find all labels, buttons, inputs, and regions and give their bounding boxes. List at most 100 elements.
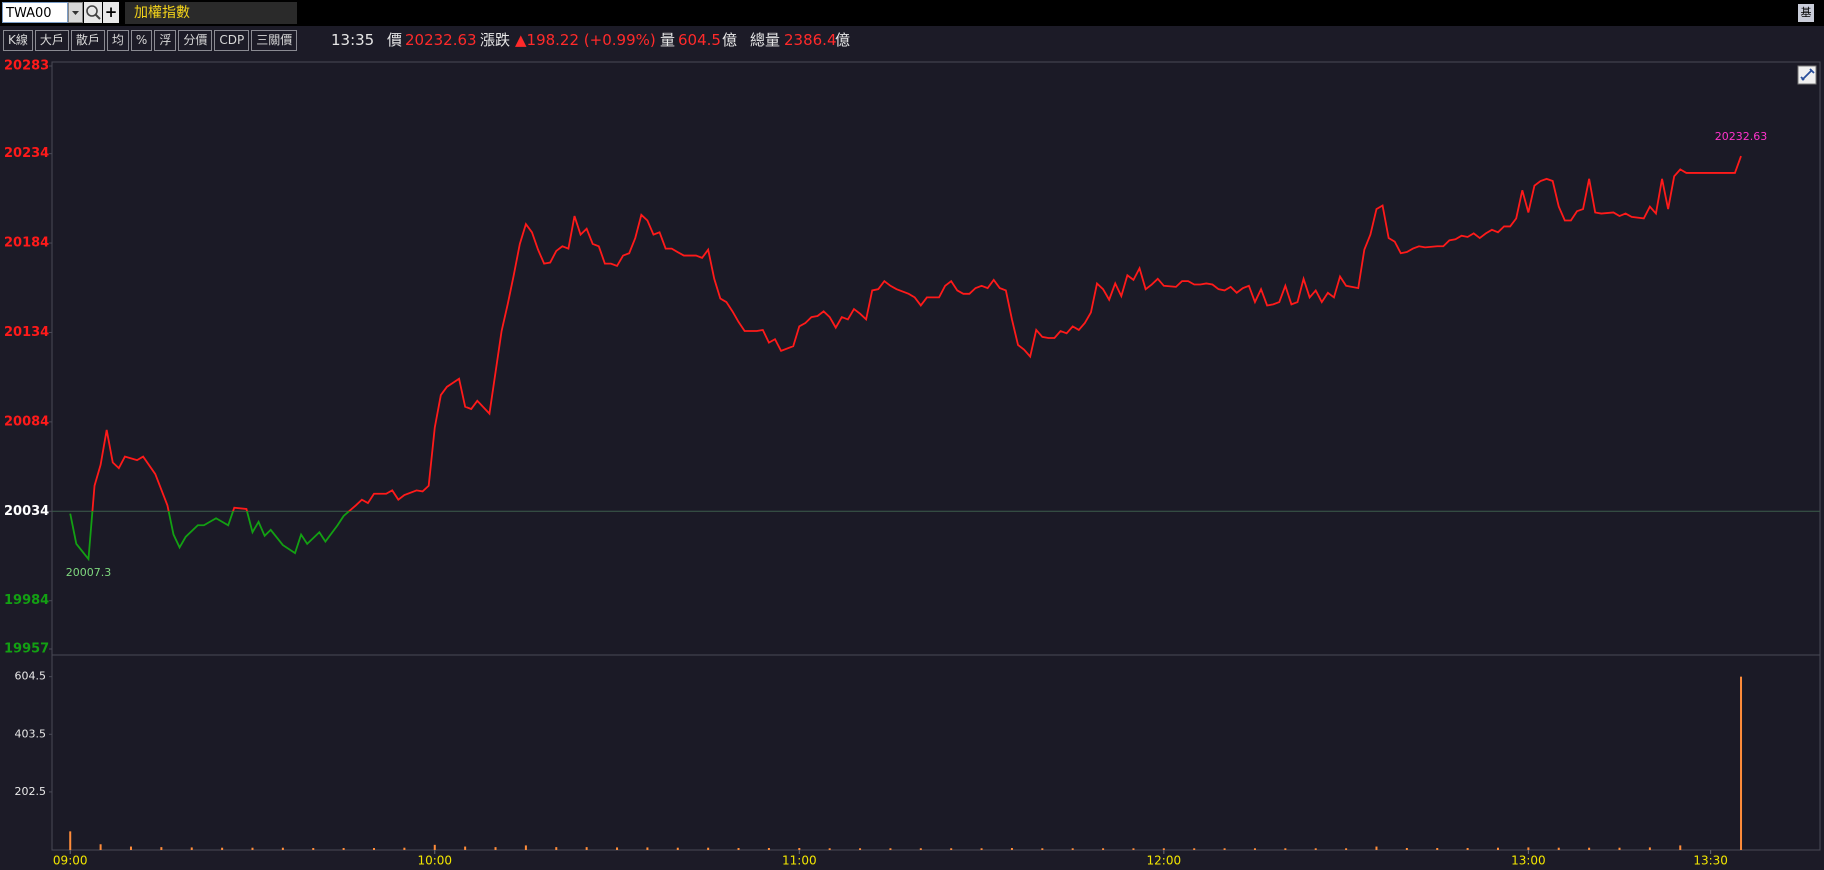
volume-bar — [1527, 847, 1530, 850]
volume-bar — [433, 844, 436, 850]
volume: 604.5 — [678, 31, 721, 49]
volume-bar — [1010, 847, 1013, 850]
volume-bar — [494, 847, 497, 850]
tool-button[interactable]: K線 — [3, 30, 33, 51]
dropdown-button[interactable] — [68, 2, 83, 23]
right-buttons: 基 — [1798, 4, 1814, 22]
y-tick-label: 202.5 — [15, 785, 47, 798]
total-unit: 億 — [835, 31, 851, 49]
volume-bar — [1071, 848, 1074, 850]
y-tick-label: 19984 — [4, 593, 49, 608]
volume-bar — [585, 847, 588, 850]
x-tick-label: 10:00 — [417, 854, 452, 868]
volume-bar — [737, 847, 740, 850]
volume-bar — [524, 845, 527, 850]
y-tick-label: 19957 — [4, 642, 49, 657]
toolbar: K線 大戶 散戶均% 浮分價 CDP 三關價 — [3, 30, 298, 51]
volume-bar — [464, 846, 467, 850]
quote-time: 13:35 — [331, 31, 375, 49]
tool-button[interactable]: 大戶 — [34, 30, 69, 51]
y-tick-label: 20134 — [4, 325, 49, 340]
volume-bar — [676, 847, 679, 850]
volume-bar — [646, 847, 649, 850]
link-icon[interactable] — [1797, 65, 1817, 85]
volume-bar — [373, 847, 376, 850]
volume-bar — [99, 844, 102, 850]
volume-bar — [1648, 847, 1651, 850]
price: 20232.63 — [405, 31, 477, 49]
price-line-down — [69, 511, 351, 562]
y-tick-label: 403.5 — [15, 727, 47, 740]
y-tick-label: 20084 — [4, 414, 49, 429]
symbol-name: 加權指數 — [125, 2, 297, 24]
volume-bar — [828, 848, 831, 850]
tool-button[interactable]: 三關價 — [251, 30, 298, 51]
volume-bar — [1557, 847, 1560, 850]
volume-bar — [342, 847, 345, 850]
last-label: 20232.63 — [1715, 130, 1768, 143]
change-label: 漲跌 — [480, 31, 511, 49]
volume-bar — [616, 847, 619, 850]
side-button[interactable]: 基 — [1798, 4, 1814, 22]
volume-bar — [1193, 848, 1196, 850]
volume-bar — [251, 847, 254, 850]
tool-button[interactable]: % — [130, 30, 153, 51]
tool-button[interactable]: 分價 — [178, 30, 213, 51]
tool-button[interactable]: 散戶 — [70, 30, 105, 51]
price-line-up — [91, 155, 1742, 512]
add-button[interactable]: + — [103, 2, 119, 23]
volume-bar — [1740, 676, 1743, 850]
volume-bar — [1618, 847, 1621, 850]
volume-bar — [1253, 848, 1256, 850]
y-tick-label: 20283 — [4, 59, 49, 74]
price-panel — [51, 61, 1821, 656]
y-tick-label: 20184 — [4, 236, 49, 251]
volume-bar — [1345, 848, 1348, 850]
top-bar: TWA00 + 加權指數 基 — [0, 0, 1824, 26]
x-tick-label: 13:30 — [1693, 854, 1728, 868]
y-tick-label: 20234 — [4, 146, 49, 161]
volume-unit: 億 — [722, 31, 738, 49]
volume-bar — [1284, 848, 1287, 850]
volume-bar — [1223, 848, 1226, 850]
tool-button[interactable]: 均 — [106, 30, 129, 51]
volume-bar — [555, 847, 558, 850]
x-tick-label: 12:00 — [1147, 854, 1182, 868]
volume-bar — [281, 847, 284, 850]
search-button[interactable] — [84, 2, 102, 23]
volume-bar — [69, 831, 72, 850]
search-icon — [86, 5, 101, 20]
volume-bar — [160, 847, 163, 850]
volume-bar — [859, 848, 862, 850]
volume-bar — [1041, 848, 1044, 850]
volume-bar — [190, 847, 193, 850]
dropdown-icon — [72, 11, 79, 15]
volume-bar — [1132, 848, 1135, 850]
volume-bar — [1679, 845, 1682, 850]
volume-bar — [1375, 846, 1378, 850]
tool-button[interactable]: 浮 — [154, 30, 177, 51]
y-tick-label: 20034 — [4, 504, 49, 519]
volume-bar — [1466, 847, 1469, 850]
symbol-input[interactable]: TWA00 — [2, 2, 68, 23]
volume-bar — [403, 847, 406, 850]
tool-button[interactable]: CDP — [214, 30, 250, 51]
total-label: 總量 — [750, 31, 781, 49]
volume-bar — [767, 847, 770, 850]
volume-bar — [707, 847, 710, 850]
volume-bar — [1436, 847, 1439, 850]
low-label: 20007.3 — [66, 566, 112, 579]
x-tick-label: 13:00 — [1511, 854, 1546, 868]
volume-bar — [798, 847, 801, 850]
volume-panel — [51, 654, 1821, 851]
volume-bar — [1162, 848, 1165, 850]
volume-bar — [950, 848, 953, 850]
volume-bar — [1496, 847, 1499, 850]
volume-bar — [221, 847, 224, 850]
x-tick-label: 09:00 — [53, 854, 88, 868]
y-tick-label: 604.5 — [15, 670, 47, 683]
volume-bar — [312, 847, 315, 850]
total: 2386.4 — [784, 31, 837, 49]
